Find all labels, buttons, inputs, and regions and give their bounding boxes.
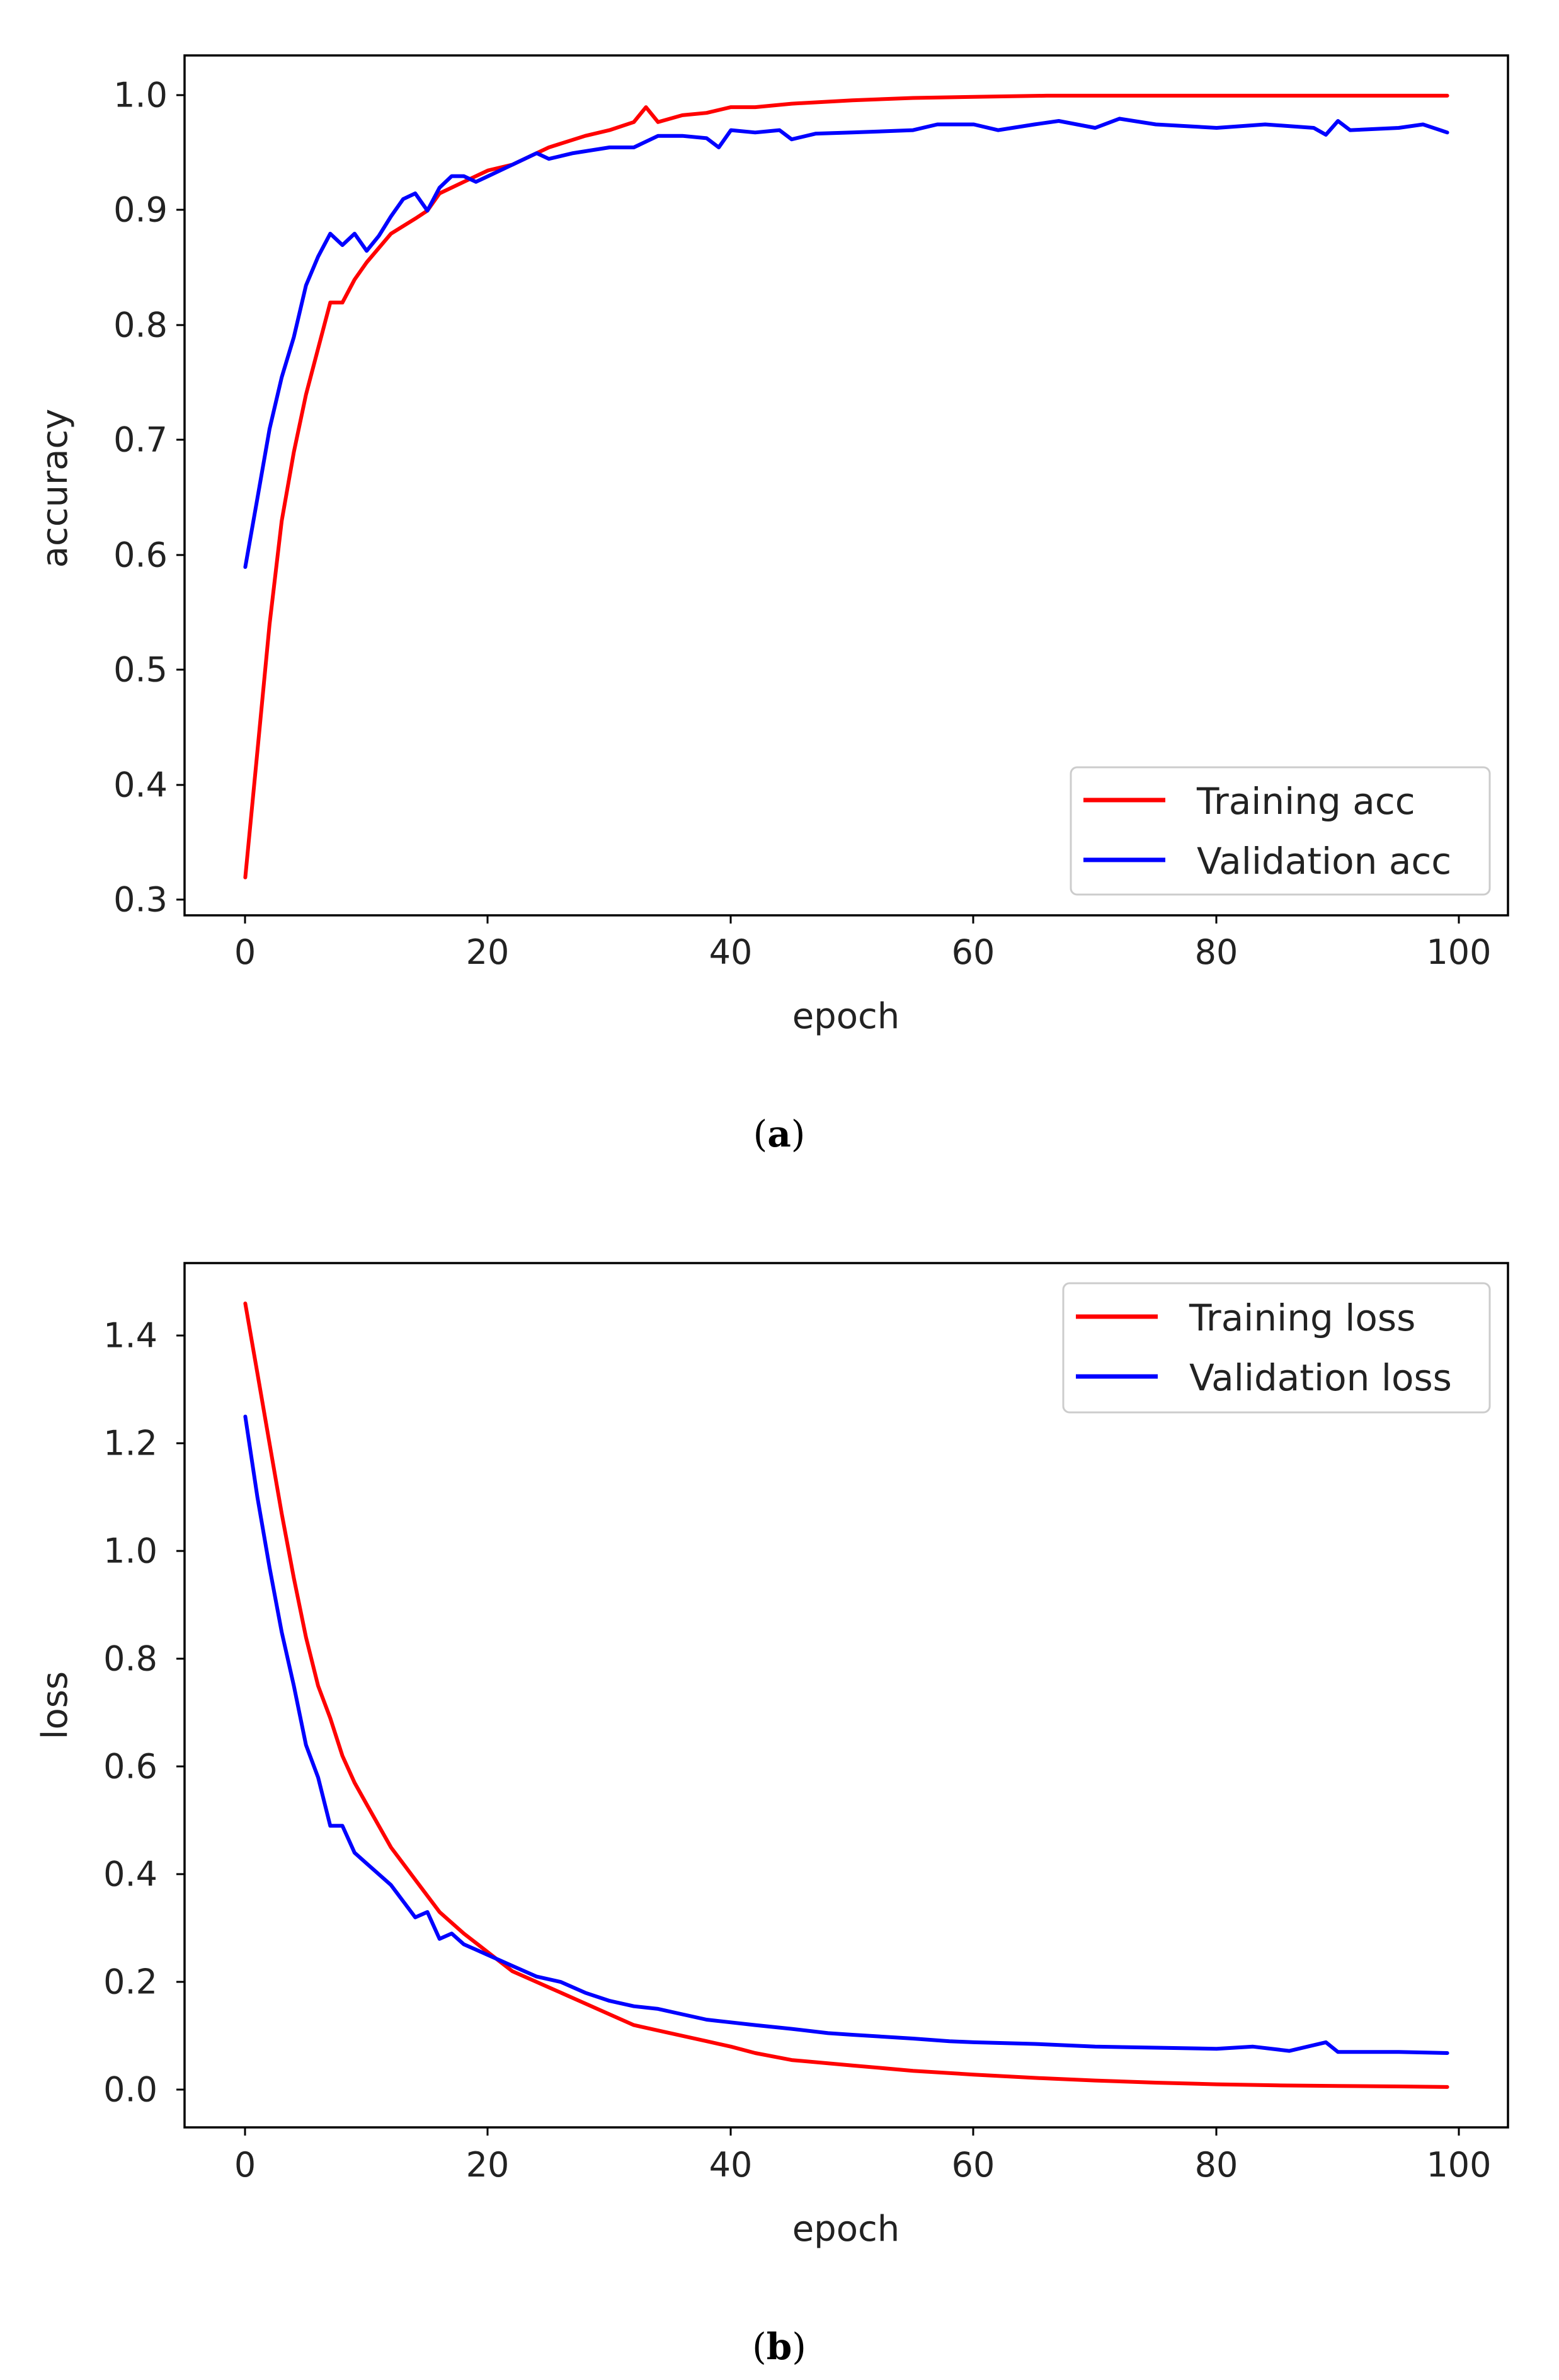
x-axis-title: epoch xyxy=(792,2209,900,2250)
series-line-validation-acc xyxy=(243,117,1449,569)
x-tick-label: 40 xyxy=(709,932,753,972)
series-line-validation-loss xyxy=(243,1414,1449,2055)
y-tick-label: 0.5 xyxy=(113,650,168,690)
y-tick-label: 0.4 xyxy=(103,1855,157,1894)
legend-box xyxy=(1070,766,1491,896)
legend-label-training-loss: Training loss xyxy=(1189,1296,1415,1339)
y-tick-label: 1.0 xyxy=(103,1531,157,1571)
chart-panel-a: 0.3 0.4 0.5 0.6 0.7 0.8 0.9 1.0 0 20 40 … xyxy=(35,54,1509,1037)
panel-caption-b: (b) xyxy=(752,2325,806,2368)
y-tick-label: 0.0 xyxy=(103,2070,157,2110)
y-tick-label: 0.6 xyxy=(113,535,168,575)
legend-label-training-acc: Training acc xyxy=(1196,780,1415,823)
x-tick-label: 60 xyxy=(952,932,995,972)
x-tick-label: 40 xyxy=(709,2145,753,2185)
x-tick-label: 100 xyxy=(1426,2145,1491,2185)
y-axis-a: 0.3 0.4 0.5 0.6 0.7 0.8 0.9 1.0 xyxy=(113,76,185,920)
y-tick-label: 0.3 xyxy=(113,880,168,920)
y-tick-label: 0.8 xyxy=(113,306,168,345)
x-tick-label: 80 xyxy=(1195,932,1238,972)
y-tick-label: 0.8 xyxy=(103,1639,157,1679)
y-tick-label: 0.7 xyxy=(113,420,168,460)
x-tick-label: 20 xyxy=(466,932,510,972)
x-tick-label: 80 xyxy=(1195,2145,1238,2185)
y-axis-b: 0.0 0.2 0.4 0.6 0.8 1.0 1.2 1.4 xyxy=(103,1316,185,2110)
x-tick-label: 100 xyxy=(1426,932,1491,972)
legend-label-validation-acc: Validation acc xyxy=(1197,840,1451,883)
x-axis-b: 0 20 40 60 80 100 xyxy=(234,2127,1492,2185)
panel-caption-b-letter: b xyxy=(767,2325,792,2368)
y-axis-title: accuracy xyxy=(35,409,76,568)
x-tick-label: 60 xyxy=(952,2145,995,2185)
chart-panel-b: 0.0 0.2 0.4 0.6 0.8 1.0 1.2 1.4 0 20 40 … xyxy=(35,1262,1509,2250)
legend-box xyxy=(1062,1282,1491,1414)
x-axis-a: 0 20 40 60 80 100 xyxy=(234,915,1492,972)
x-tick-label: 0 xyxy=(234,932,256,972)
x-axis-title: epoch xyxy=(792,996,900,1037)
legend-b: Training loss Validation loss xyxy=(1062,1282,1491,1414)
y-tick-label: 1.2 xyxy=(103,1424,157,1463)
series-line-training-acc xyxy=(243,93,1449,879)
y-tick-label: 0.2 xyxy=(103,1962,157,2002)
x-tick-label: 0 xyxy=(234,2145,256,2185)
panel-caption-a-letter: a xyxy=(767,1113,791,1155)
x-tick-label: 20 xyxy=(466,2145,510,2185)
y-tick-label: 1.0 xyxy=(113,76,168,115)
y-tick-label: 0.6 xyxy=(103,1747,157,1787)
y-tick-label: 0.9 xyxy=(113,190,168,230)
y-tick-label: 1.4 xyxy=(103,1316,157,1356)
series-line-training-loss xyxy=(243,1302,1449,2089)
legend-label-validation-loss: Validation loss xyxy=(1189,1356,1452,1399)
y-axis-title: loss xyxy=(35,1671,76,1739)
y-tick-label: 0.4 xyxy=(113,765,168,805)
panel-caption-a: (a) xyxy=(753,1113,806,1155)
legend-a: Training acc Validation acc xyxy=(1070,766,1491,896)
